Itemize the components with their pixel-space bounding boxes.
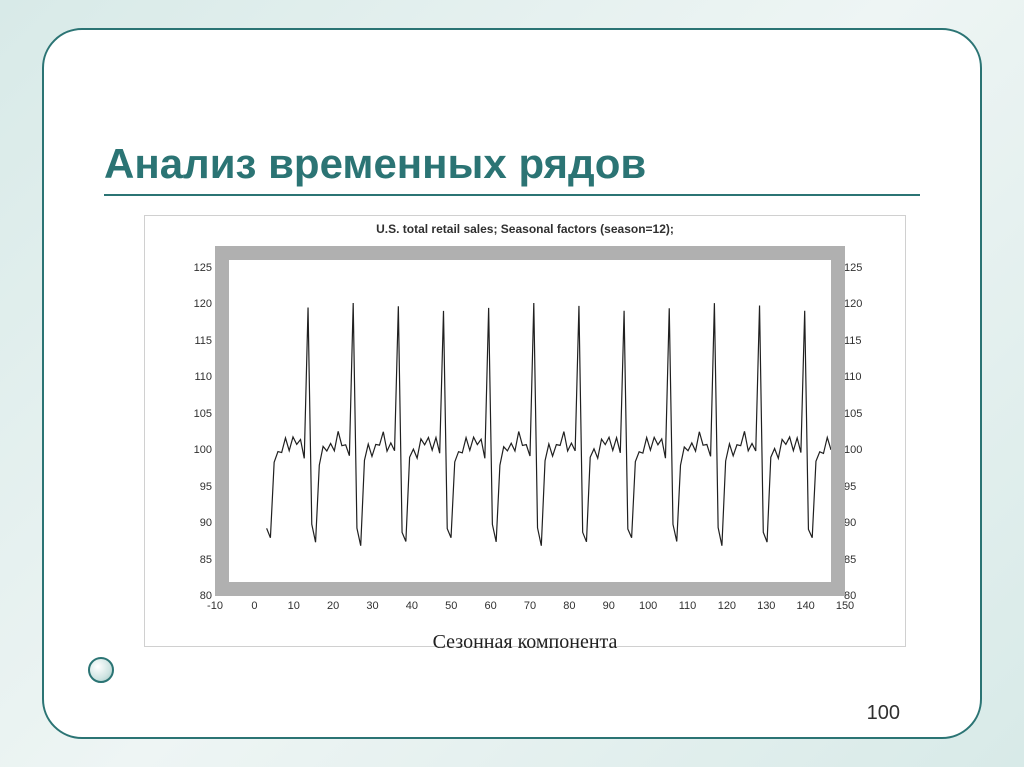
y-axis-left: 80859095100105110115120125 bbox=[157, 246, 212, 596]
x-tick-label: 40 bbox=[406, 600, 418, 612]
y-tick-label: 120 bbox=[157, 298, 212, 310]
x-tick-label: 80 bbox=[563, 600, 575, 612]
x-tick-label: 90 bbox=[603, 600, 615, 612]
y-axis-right: 80859095100105110115120125 bbox=[844, 246, 899, 596]
x-tick-label: 140 bbox=[796, 600, 814, 612]
y-tick-label: 95 bbox=[157, 481, 212, 493]
y-tick-label: 85 bbox=[157, 554, 212, 566]
x-tick-label: 50 bbox=[445, 600, 457, 612]
slide-frame: Анализ временных рядов U.S. total retail… bbox=[42, 28, 982, 739]
y-tick-label: 105 bbox=[844, 408, 899, 420]
x-tick-label: 60 bbox=[485, 600, 497, 612]
y-tick-label: 110 bbox=[157, 371, 212, 383]
chart-caption: Сезонная компонента bbox=[145, 631, 905, 654]
x-tick-label: 30 bbox=[366, 600, 378, 612]
y-tick-label: 85 bbox=[844, 554, 899, 566]
x-tick-label: 150 bbox=[836, 600, 854, 612]
x-tick-label: 0 bbox=[251, 600, 257, 612]
x-tick-label: 130 bbox=[757, 600, 775, 612]
plot-area bbox=[229, 260, 831, 582]
y-tick-label: 115 bbox=[157, 335, 212, 347]
y-tick-label: 125 bbox=[157, 262, 212, 274]
y-tick-label: 115 bbox=[844, 335, 899, 347]
y-tick-label: 105 bbox=[157, 408, 212, 420]
chart-title: U.S. total retail sales; Seasonal factor… bbox=[145, 222, 905, 236]
y-tick-label: 90 bbox=[844, 517, 899, 529]
slide-title: Анализ временных рядов bbox=[104, 140, 920, 196]
x-tick-label: 10 bbox=[288, 600, 300, 612]
page-number: 100 bbox=[867, 702, 900, 725]
plot-frame bbox=[215, 246, 845, 596]
y-tick-label: 100 bbox=[844, 444, 899, 456]
x-tick-label: 100 bbox=[639, 600, 657, 612]
x-tick-label: 110 bbox=[679, 600, 697, 612]
bullet-icon bbox=[88, 657, 114, 683]
chart-line-svg bbox=[229, 260, 831, 582]
chart-container: U.S. total retail sales; Seasonal factor… bbox=[144, 215, 906, 647]
y-tick-label: 95 bbox=[844, 481, 899, 493]
x-tick-label: 20 bbox=[327, 600, 339, 612]
x-axis: -100102030405060708090100110120130140150 bbox=[215, 600, 845, 616]
y-tick-label: 110 bbox=[844, 371, 899, 383]
x-tick-label: 70 bbox=[524, 600, 536, 612]
y-tick-label: 125 bbox=[844, 262, 899, 274]
y-tick-label: 80 bbox=[157, 590, 212, 602]
x-tick-label: -10 bbox=[207, 600, 223, 612]
y-tick-label: 100 bbox=[157, 444, 212, 456]
y-tick-label: 90 bbox=[157, 517, 212, 529]
y-tick-label: 120 bbox=[844, 298, 899, 310]
x-tick-label: 120 bbox=[718, 600, 736, 612]
